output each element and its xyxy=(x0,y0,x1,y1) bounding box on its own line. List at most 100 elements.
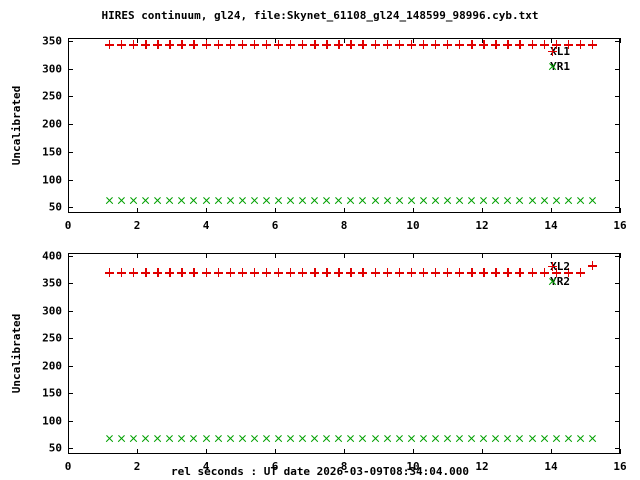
x-axis-tick-label: 8 xyxy=(340,460,348,473)
x-axis-tick xyxy=(275,38,276,43)
y-axis-tick xyxy=(68,69,73,70)
x-axis-tick xyxy=(275,253,276,258)
y-axis-tick xyxy=(615,283,620,284)
legend-item-yr2[interactable]: YR2 xyxy=(500,274,612,289)
x-axis-tick xyxy=(620,253,621,258)
x-axis-tick-label: 6 xyxy=(271,219,279,232)
x-axis-tick-label: 4 xyxy=(202,219,210,232)
y-axis-tick xyxy=(615,180,620,181)
y-axis-tick xyxy=(68,256,73,257)
x-axis-tick xyxy=(68,253,69,258)
y-axis-tick xyxy=(68,448,73,449)
x-axis-tick-label: 10 xyxy=(406,460,420,473)
x-axis-tick-label: 4 xyxy=(202,460,210,473)
x-axis-label: rel seconds : UT date 2026-03-09T08:34:0… xyxy=(170,465,469,478)
y-axis-tick xyxy=(68,207,73,208)
y-axis-tick-label: 350 xyxy=(42,34,62,48)
y-axis-tick-label: 200 xyxy=(42,117,62,131)
y-axis-tick xyxy=(615,366,620,367)
y-axis-tick xyxy=(68,96,73,97)
x-axis-tick xyxy=(68,208,69,213)
x-axis-tick xyxy=(482,208,483,213)
legend-item-xl2[interactable]: XL2 xyxy=(500,259,612,274)
y-axis-tick xyxy=(615,256,620,257)
y-axis-tick xyxy=(615,338,620,339)
legend-label: YR2 xyxy=(550,275,570,288)
x-axis-tick xyxy=(620,449,621,454)
x-axis-tick-label: 0 xyxy=(64,219,72,232)
y-axis-tick xyxy=(615,69,620,70)
x-axis-tick xyxy=(413,449,414,454)
x-axis-tick-label: 6 xyxy=(271,460,279,473)
x-axis-tick-label: 14 xyxy=(544,460,558,473)
y-axis-tick-label: 150 xyxy=(42,386,62,400)
x-axis-tick-label: 12 xyxy=(475,460,489,473)
y-axis-tick xyxy=(68,283,73,284)
y-axis-tick xyxy=(68,124,73,125)
y-axis-tick-label: 250 xyxy=(42,89,62,103)
x-axis-tick xyxy=(482,449,483,454)
legend: XL2 YR2 xyxy=(500,259,612,289)
x-axis-tick xyxy=(551,38,552,43)
y-axis-tick-label: 300 xyxy=(42,304,62,318)
x-axis-tick xyxy=(482,38,483,43)
x-axis-tick xyxy=(68,449,69,454)
y-axis-tick-label: 300 xyxy=(42,62,62,76)
x-axis-tick xyxy=(482,253,483,258)
x-axis-tick-label: 0 xyxy=(64,460,72,473)
x-axis-tick xyxy=(275,208,276,213)
x-axis-tick xyxy=(137,208,138,213)
y-axis-tick xyxy=(68,180,73,181)
y-axis-tick-label: 150 xyxy=(42,145,62,159)
x-axis-tick-label: 2 xyxy=(133,219,141,232)
x-axis-tick xyxy=(551,449,552,454)
x-axis-tick xyxy=(137,253,138,258)
y-axis-tick xyxy=(68,366,73,367)
x-axis-tick-label: 12 xyxy=(475,219,489,232)
legend-label: XL2 xyxy=(550,260,570,273)
y-axis-tick-label: 250 xyxy=(42,331,62,345)
x-axis-tick xyxy=(137,38,138,43)
x-axis-tick xyxy=(206,208,207,213)
x-axis-tick-label: 14 xyxy=(544,219,558,232)
page-title: HIRES continuum, gl24, file:Skynet_61108… xyxy=(101,9,539,22)
y-axis-tick-label: 100 xyxy=(42,414,62,428)
y-axis-tick xyxy=(615,421,620,422)
x-axis-tick-label: 16 xyxy=(613,219,627,232)
legend-item-yr1[interactable]: YR1 xyxy=(500,59,612,74)
y-axis-tick-label: 350 xyxy=(42,276,62,290)
x-axis-tick xyxy=(620,38,621,43)
legend-label: XL1 xyxy=(550,45,570,58)
x-axis-tick xyxy=(206,253,207,258)
y-axis-tick xyxy=(615,207,620,208)
x-axis-tick-label: 16 xyxy=(613,460,627,473)
x-axis-tick xyxy=(275,449,276,454)
x-axis-tick xyxy=(344,253,345,258)
y-axis-tick xyxy=(615,41,620,42)
y-axis-tick-label: 50 xyxy=(48,200,62,214)
y-axis-tick xyxy=(615,393,620,394)
y-axis-tick-label: 100 xyxy=(42,173,62,187)
y-axis-label: Uncalibrated xyxy=(9,313,23,393)
y-axis-tick xyxy=(68,152,73,153)
y-axis-tick xyxy=(615,124,620,125)
x-axis-tick xyxy=(206,449,207,454)
y-axis-tick xyxy=(68,41,73,42)
x-axis-tick-label: 2 xyxy=(133,460,141,473)
x-axis-tick xyxy=(413,253,414,258)
y-axis-tick-label: 200 xyxy=(42,359,62,373)
y-axis-tick xyxy=(68,421,73,422)
y-axis-tick xyxy=(615,152,620,153)
y-axis-tick xyxy=(615,448,620,449)
legend-label: YR1 xyxy=(550,60,570,73)
x-axis-tick xyxy=(551,208,552,213)
y-axis-tick xyxy=(68,393,73,394)
x-axis-tick xyxy=(551,253,552,258)
y-axis-tick xyxy=(68,311,73,312)
x-axis-tick-label: 8 xyxy=(340,219,348,232)
x-axis-tick xyxy=(413,208,414,213)
x-axis-tick xyxy=(68,38,69,43)
y-axis-tick-label: 400 xyxy=(42,249,62,263)
y-axis-tick xyxy=(68,338,73,339)
